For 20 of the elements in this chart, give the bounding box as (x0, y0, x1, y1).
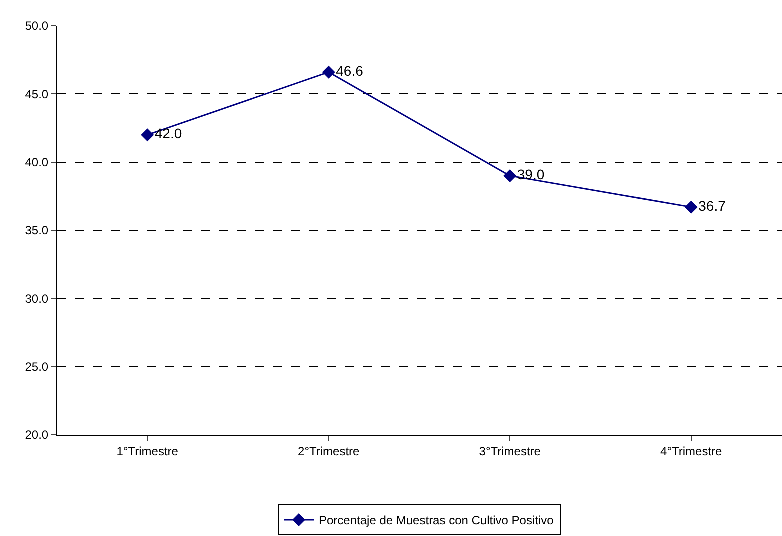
point (504, 169, 517, 182)
x-tick-label: 4°Trimestre (660, 444, 723, 458)
y-tick-label: 30.0 (25, 292, 49, 306)
point (322, 66, 336, 79)
x-tick-label: 2°Trimestre (298, 444, 360, 458)
x-tick-label: 1°Trimestre (116, 444, 179, 458)
y-tick-label: 20.0 (25, 428, 49, 442)
legend-label: Porcentaje de Muestras con Cultivo Positivo (319, 514, 554, 528)
data-label: 36.7 (698, 198, 726, 214)
data-label: 39.0 (517, 166, 545, 182)
data-label: 46.6 (336, 62, 364, 79)
data-label: 42.0 (154, 126, 182, 142)
x-tick-label: 3°Trimestre (479, 444, 542, 458)
point (141, 128, 154, 142)
y-tick-label: 25.0 (25, 360, 49, 374)
point (684, 200, 698, 214)
y-tick-label: 35.0 (25, 224, 49, 238)
y-tick-label: 50.0 (25, 19, 49, 34)
y-tick-label: 40.0 (25, 156, 49, 170)
y-tick-label: 45.0 (25, 87, 49, 102)
